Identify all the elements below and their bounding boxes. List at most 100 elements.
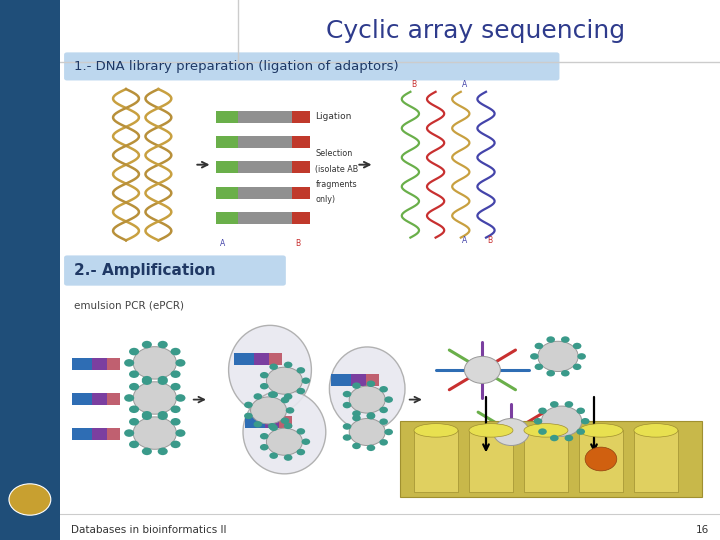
Circle shape <box>538 408 546 414</box>
Circle shape <box>352 382 361 389</box>
Ellipse shape <box>469 423 513 437</box>
Bar <box>414 430 458 492</box>
Circle shape <box>142 411 152 418</box>
Text: 1.- DNA library preparation (ligation of adaptors): 1.- DNA library preparation (ligation of… <box>74 60 399 73</box>
Bar <box>234 353 254 364</box>
Text: A: A <box>220 239 225 247</box>
Circle shape <box>577 428 585 435</box>
Circle shape <box>142 448 152 455</box>
Circle shape <box>538 341 578 372</box>
Bar <box>238 161 292 173</box>
Circle shape <box>384 429 393 435</box>
Ellipse shape <box>414 423 458 437</box>
Bar <box>524 430 568 492</box>
Circle shape <box>244 402 253 408</box>
Bar <box>72 358 92 370</box>
Circle shape <box>176 429 186 437</box>
Circle shape <box>260 383 269 389</box>
Circle shape <box>297 428 305 435</box>
Bar <box>60 0 720 62</box>
Bar <box>107 358 120 370</box>
Circle shape <box>534 418 542 424</box>
Circle shape <box>284 393 292 400</box>
Bar <box>279 416 292 428</box>
Circle shape <box>585 447 617 471</box>
Bar <box>238 111 292 123</box>
Bar <box>579 430 623 492</box>
Bar <box>72 428 92 440</box>
Circle shape <box>133 417 176 449</box>
Ellipse shape <box>243 390 325 474</box>
Text: only): only) <box>315 195 336 204</box>
Ellipse shape <box>229 325 311 415</box>
Circle shape <box>281 417 289 424</box>
Circle shape <box>244 413 253 419</box>
Circle shape <box>534 363 543 370</box>
Circle shape <box>281 397 289 403</box>
Circle shape <box>349 418 385 445</box>
Circle shape <box>561 336 570 343</box>
Bar <box>292 111 310 123</box>
Text: 2.- Amplification: 2.- Amplification <box>74 263 216 278</box>
Ellipse shape <box>524 423 568 437</box>
Bar <box>400 421 702 497</box>
Circle shape <box>268 423 276 429</box>
Circle shape <box>577 408 585 414</box>
Circle shape <box>573 343 582 349</box>
Text: B: B <box>411 80 417 89</box>
Circle shape <box>260 444 269 450</box>
Bar <box>366 374 379 386</box>
Circle shape <box>286 407 294 414</box>
Bar <box>216 161 238 173</box>
Circle shape <box>171 370 181 378</box>
Circle shape <box>546 336 555 343</box>
Text: Selection: Selection <box>315 150 353 158</box>
Bar <box>292 187 310 199</box>
Circle shape <box>284 423 292 429</box>
Ellipse shape <box>329 347 405 431</box>
Circle shape <box>253 393 262 400</box>
Circle shape <box>550 401 559 408</box>
Circle shape <box>384 396 393 403</box>
Circle shape <box>541 406 582 436</box>
Bar <box>238 212 292 224</box>
Circle shape <box>253 421 262 428</box>
Circle shape <box>176 359 186 367</box>
Circle shape <box>366 412 375 418</box>
Circle shape <box>171 441 181 448</box>
Circle shape <box>297 449 305 455</box>
Bar <box>216 111 238 123</box>
Circle shape <box>581 418 590 424</box>
Circle shape <box>366 381 375 387</box>
Circle shape <box>343 423 351 430</box>
Text: 16: 16 <box>696 525 709 535</box>
Bar <box>238 136 292 148</box>
Circle shape <box>176 394 186 402</box>
Circle shape <box>349 386 385 413</box>
Text: UNIVERSITY OF GOTHENBURG: UNIVERSITY OF GOTHENBURG <box>27 211 33 329</box>
Circle shape <box>158 341 168 348</box>
Circle shape <box>269 453 278 459</box>
Circle shape <box>493 418 529 445</box>
Text: Cyclic array sequencing: Cyclic array sequencing <box>326 19 625 43</box>
Circle shape <box>266 428 302 455</box>
FancyBboxPatch shape <box>64 52 559 80</box>
Text: Databases in bioinformatics II: Databases in bioinformatics II <box>71 525 226 535</box>
Circle shape <box>129 441 139 448</box>
Circle shape <box>284 362 292 368</box>
Circle shape <box>129 370 139 378</box>
Bar <box>107 393 120 405</box>
Circle shape <box>268 392 276 398</box>
Circle shape <box>269 424 278 431</box>
Bar <box>292 136 310 148</box>
Text: A: A <box>462 235 467 245</box>
Circle shape <box>158 448 168 455</box>
Circle shape <box>379 386 388 393</box>
Bar <box>92 393 107 405</box>
Circle shape <box>171 383 181 390</box>
Text: B: B <box>295 239 300 247</box>
Circle shape <box>260 433 269 440</box>
Circle shape <box>379 407 388 413</box>
Circle shape <box>124 394 134 402</box>
Circle shape <box>302 438 310 445</box>
